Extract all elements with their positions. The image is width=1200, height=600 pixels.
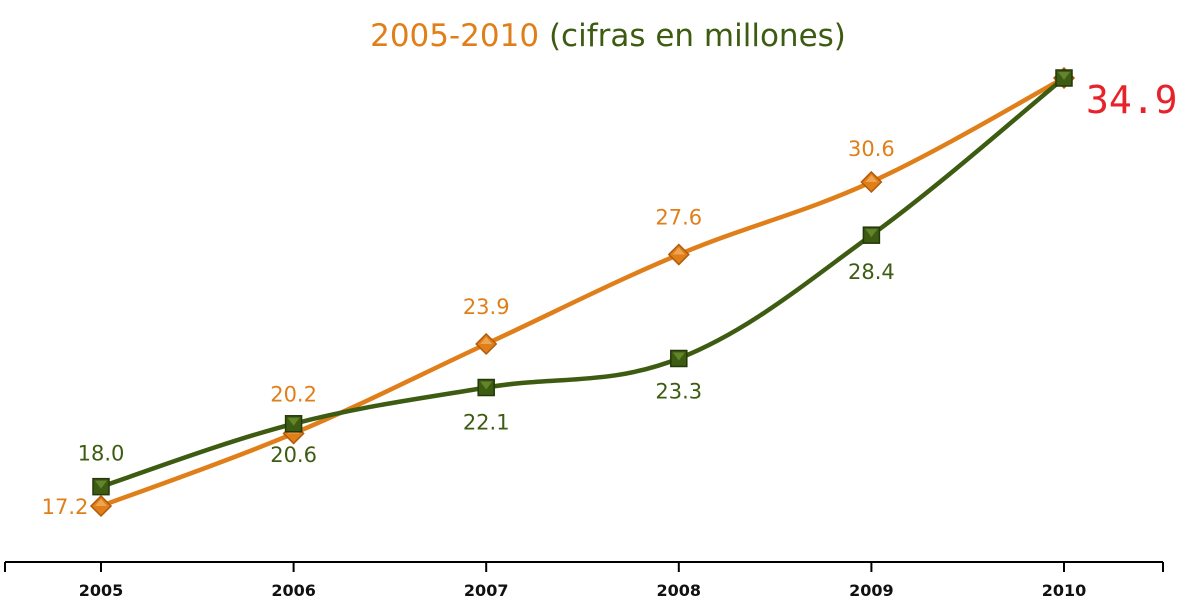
series-1-point-highlight <box>95 499 107 506</box>
series-2-point-highlight <box>865 229 878 238</box>
x-tick-label: 2007 <box>464 581 509 600</box>
chart-title: 2005-2010 (cifras en millones) <box>370 18 846 54</box>
data-label: 22.1 <box>463 411 510 435</box>
series-1-point-highlight <box>480 336 493 344</box>
series-2-point-highlight <box>1058 72 1070 80</box>
data-label: 28.4 <box>848 260 895 284</box>
chart-title-unit: (cifras en millones) <box>549 18 846 54</box>
series-line-1 <box>98 75 1067 509</box>
data-label: 20.6 <box>270 443 317 467</box>
data-label: 30.6 <box>848 137 895 161</box>
data-label: 17.2 <box>42 495 89 519</box>
x-tick-label: 2006 <box>271 581 316 600</box>
series-layer <box>89 66 1076 518</box>
data-label: 23.3 <box>655 379 702 403</box>
x-tick-label: 2010 <box>1042 581 1087 600</box>
x-tick-label: 2008 <box>657 581 702 600</box>
x-axis-ticks: 2005 2006 2007 2008 2009 2010 <box>4 562 1164 600</box>
data-labels: 17.2 20.2 23.9 27.6 30.6 18.0 20.6 22.1 23.3 28.4 <box>42 137 895 519</box>
final-value-label: 34.9 <box>1086 78 1178 122</box>
chart-title-years: 2005-2010 <box>370 18 539 54</box>
series-1-point-highlight <box>865 174 878 182</box>
series-2-point-highlight <box>672 352 685 361</box>
data-label: 20.2 <box>270 382 317 406</box>
series-2-point-highlight <box>95 480 107 489</box>
series-1-point-highlight <box>672 247 685 255</box>
data-label: 23.9 <box>463 295 510 319</box>
series-2-point-highlight <box>480 381 493 390</box>
data-label: 27.6 <box>655 206 702 230</box>
x-tick-label: 2005 <box>79 581 124 600</box>
series-2-point-highlight <box>287 417 300 426</box>
x-tick-label: 2009 <box>849 581 894 600</box>
series-line-2 <box>98 75 1067 489</box>
data-label: 18.0 <box>78 442 125 466</box>
